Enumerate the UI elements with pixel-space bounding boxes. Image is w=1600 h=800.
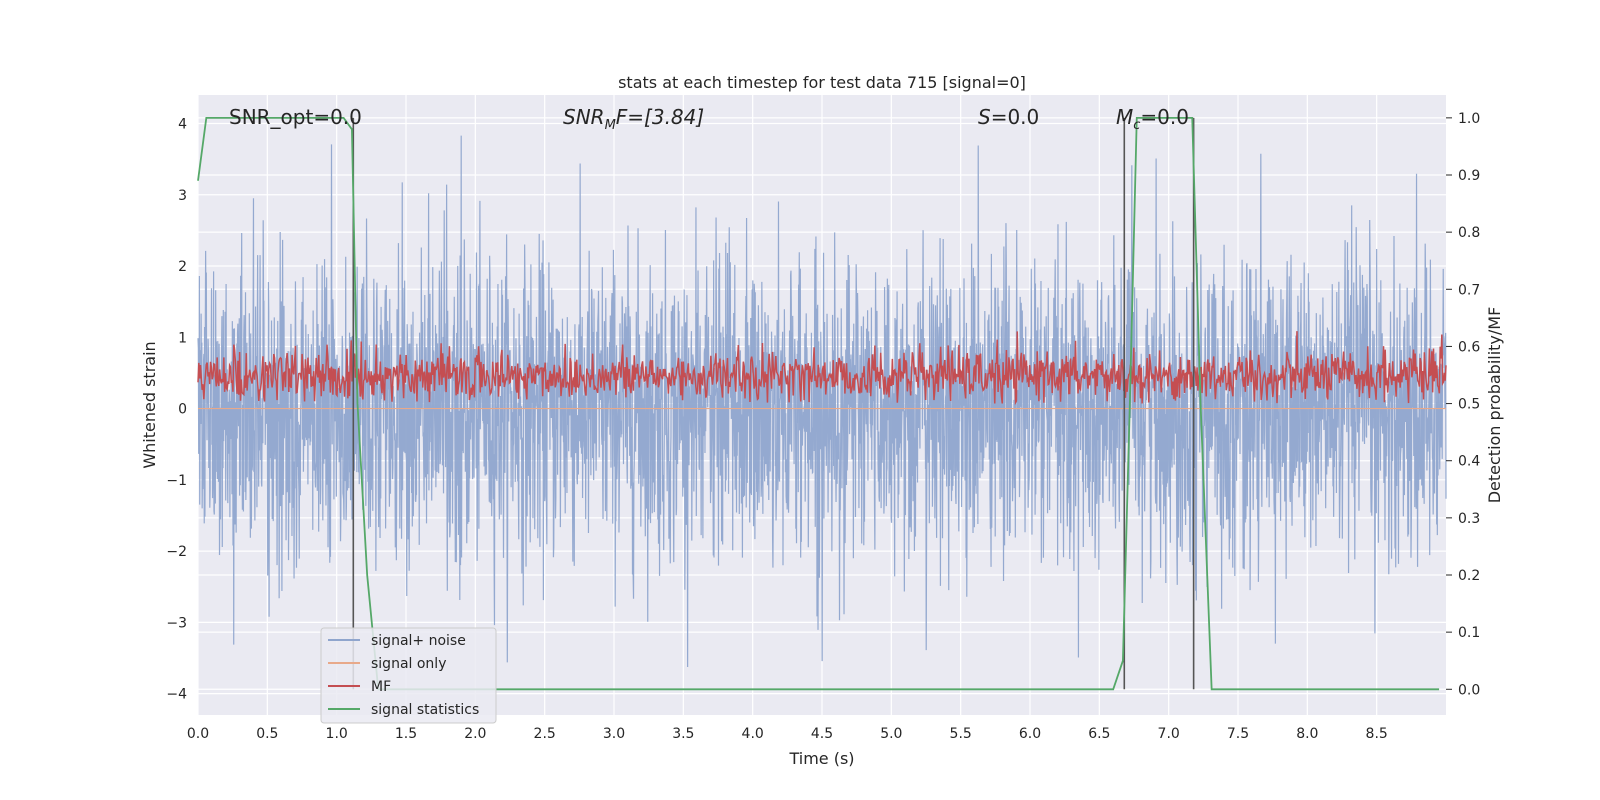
x-tick-label: 5.0 [880, 726, 902, 742]
mf-series [197, 331, 1447, 406]
mf-line [197, 331, 1447, 406]
y2-tick-labels: 1.0 0.9 0.8 0.7 0.6 0.5 0.4 0.3 0.2 0.1 0.0 [1446, 111, 1480, 698]
annotation-snr-opt: SNR_opt=0.0 [229, 105, 362, 129]
x-tick-label: 4.0 [742, 726, 764, 742]
y-tick-label: 2 [178, 259, 187, 275]
x-tick-label: 7.0 [1158, 726, 1180, 742]
y-tick-label: 1 [178, 330, 187, 346]
y-axis-label: Whitened strain [140, 341, 159, 468]
signal-statistics-series [197, 116, 1440, 691]
y-tick-label: −4 [166, 687, 187, 703]
y2-tick-label: 0.7 [1458, 282, 1480, 298]
mc-name: M [1116, 105, 1133, 129]
snr-mf-prefix: SNR [563, 105, 605, 129]
y2-axis-label: Detection probability/MF [1485, 307, 1504, 504]
x-tick-label: 0.5 [256, 726, 278, 742]
snr-mf-suffix: F=[3.84] [616, 105, 704, 129]
s-name: S [978, 105, 991, 129]
signal-noise-series [197, 135, 1447, 667]
y2-tick-label: 0.4 [1458, 454, 1480, 470]
s-value: =0.0 [991, 105, 1040, 129]
legend-label-stats: signal statistics [371, 702, 479, 718]
mc-sub: c [1133, 118, 1140, 133]
x-tick-label: 5.5 [950, 726, 972, 742]
legend-label-noise: signal+ noise [371, 633, 466, 649]
y2-tick-label: 0.2 [1458, 568, 1480, 584]
snr-mf-sub: M [605, 118, 616, 133]
x-tick-label: 7.5 [1227, 726, 1249, 742]
signal-noise-line [197, 135, 1447, 667]
y-tick-label: −2 [166, 544, 187, 560]
y-tick-labels: 4 3 2 1 0 −1 −2 −3 −4 [166, 117, 187, 703]
x-tick-label: 2.0 [464, 726, 486, 742]
annotation-snr-mf: SNRMF=[3.84] [563, 105, 704, 133]
signal-statistics-line [197, 116, 1440, 691]
y2-tick-label: 0.6 [1458, 339, 1480, 355]
y2-tick-label: 0.9 [1458, 168, 1480, 184]
legend: signal+ noise signal only MF signal stat… [320, 627, 497, 724]
y-tick-label: 3 [178, 188, 187, 204]
x-tick-label: 3.5 [672, 726, 694, 742]
y-tick-label: −1 [166, 473, 187, 489]
y2-tick-label: 0.1 [1458, 625, 1480, 641]
x-tick-label: 8.0 [1296, 726, 1318, 742]
y-tick-label: −3 [166, 615, 187, 631]
y-tick-label: 0 [178, 402, 187, 418]
x-tick-label: 6.5 [1088, 726, 1110, 742]
y2-tick-label: 0.3 [1458, 511, 1480, 527]
x-tick-labels: 0.0 0.5 1.0 1.5 2.0 2.5 3.0 3.5 4.0 4.5 5.0 5.5 6.0 6… [187, 726, 1388, 742]
x-tick-label: 0.0 [187, 726, 209, 742]
legend-box [320, 627, 497, 724]
x-tick-label: 1.0 [326, 726, 348, 742]
x-tick-label: 4.5 [811, 726, 833, 742]
x-tick-label: 2.5 [534, 726, 556, 742]
y2-tick-label: 0.0 [1458, 682, 1480, 698]
annotation-mc: Mc=0.0 [1116, 105, 1189, 133]
annotation-s: S=0.0 [978, 105, 1039, 129]
x-tick-label: 8.5 [1366, 726, 1388, 742]
y-tick-label: 4 [178, 117, 187, 133]
legend-label-signal: signal only [371, 656, 446, 672]
mc-value: =0.0 [1140, 105, 1189, 129]
x-tick-label: 6.0 [1019, 726, 1041, 742]
x-axis-label: Time (s) [788, 749, 854, 768]
legend-label-mf: MF [371, 679, 391, 695]
x-tick-label: 3.0 [603, 726, 625, 742]
y2-tick-label: 1.0 [1458, 111, 1480, 127]
chart-title: stats at each timestep for test data 715… [618, 73, 1026, 92]
x-tick-label: 1.5 [395, 726, 417, 742]
y2-tick-label: 0.8 [1458, 225, 1480, 241]
y2-tick-label: 0.5 [1458, 397, 1480, 413]
